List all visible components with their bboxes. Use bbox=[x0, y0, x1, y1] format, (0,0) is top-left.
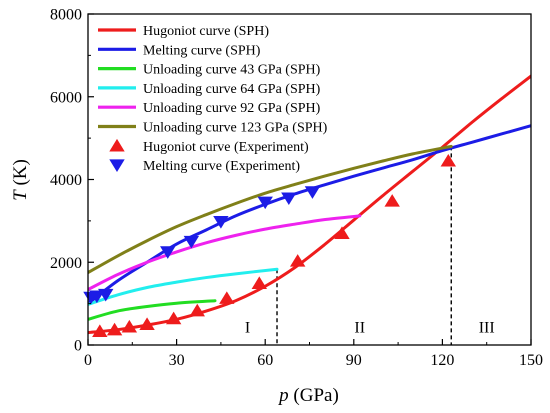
marker-series bbox=[83, 153, 457, 338]
y-tick-label: 8000 bbox=[50, 7, 82, 24]
legend-label: Unloading curve 123 GPa (SPH) bbox=[143, 121, 328, 136]
legend-label: Unloading curve 64 GPa (SPH) bbox=[143, 82, 321, 97]
region-label: II bbox=[354, 320, 365, 337]
legend-label: Melting curve (SPH) bbox=[143, 43, 261, 58]
x-axis-ticks: 0 30 60 90 120 150 bbox=[84, 339, 543, 369]
melting-experiment-point bbox=[98, 288, 114, 302]
hugoniot-experiment-point bbox=[251, 276, 267, 290]
hugoniot-experiment-point bbox=[219, 291, 235, 304]
x-tick-label: 60 bbox=[257, 352, 273, 369]
legend-label: Hugoniot curve (Experiment) bbox=[143, 140, 309, 155]
y-tick-label: 2000 bbox=[50, 255, 82, 272]
y-tick-label: 4000 bbox=[50, 172, 82, 189]
melting-experiment-point bbox=[89, 290, 105, 304]
legend-label: Melting curve (Experiment) bbox=[143, 159, 300, 174]
x-axis-label: p (GPa) bbox=[277, 385, 339, 406]
x-tick-label: 90 bbox=[346, 352, 362, 369]
x-tick-label: 0 bbox=[84, 352, 92, 369]
region-label: III bbox=[479, 320, 495, 337]
legend-label: Unloading curve 92 GPa (SPH) bbox=[143, 101, 321, 116]
legend-label: Unloading curve 43 GPa (SPH) bbox=[143, 63, 321, 78]
series-line bbox=[88, 299, 217, 321]
y-axis-label: T (K) bbox=[10, 159, 31, 201]
hugoniot-experiment-point bbox=[121, 319, 138, 333]
y-axis-ticks: 0 2000 4000 6000 8000 bbox=[50, 7, 94, 355]
region-dividers bbox=[276, 146, 452, 345]
y-tick-label: 0 bbox=[74, 338, 82, 355]
legend-label: Hugoniot curve (SPH) bbox=[143, 24, 269, 39]
series-line bbox=[88, 214, 362, 292]
legend-swatch bbox=[109, 159, 125, 173]
melting-experiment-point bbox=[183, 235, 200, 249]
melting-experiment-point bbox=[304, 186, 321, 199]
melting-experiment-point bbox=[281, 192, 297, 206]
hugoniot-experiment-point bbox=[189, 303, 205, 317]
hugoniot-experiment-point bbox=[139, 317, 155, 330]
legend: Hugoniot curve (SPH) Melting curve (SPH) U… bbox=[98, 24, 328, 174]
series-line bbox=[88, 267, 279, 306]
hugoniot-experiment-point bbox=[334, 226, 350, 239]
hugoniot-experiment-point bbox=[440, 153, 457, 167]
hugoniot-experiment-point bbox=[92, 324, 108, 338]
melting-experiment-point bbox=[160, 246, 176, 259]
hugoniot-experiment-point bbox=[165, 311, 182, 325]
legend-swatch bbox=[109, 138, 125, 152]
hugoniot-experiment-point bbox=[106, 322, 123, 336]
x-tick-label: 120 bbox=[430, 352, 454, 369]
melting-experiment-point bbox=[257, 196, 273, 210]
series-line bbox=[88, 74, 531, 335]
x-tick-label: 30 bbox=[169, 352, 185, 369]
hugoniot-experiment-point bbox=[384, 194, 400, 207]
series-line bbox=[88, 144, 453, 275]
melting-experiment-point bbox=[213, 216, 229, 229]
region-labels: I II III bbox=[245, 320, 495, 337]
x-tick-label: 150 bbox=[519, 352, 543, 369]
y-tick-label: 6000 bbox=[50, 89, 82, 106]
hugoniot-experiment-point bbox=[289, 254, 306, 267]
region-label: I bbox=[245, 320, 250, 337]
